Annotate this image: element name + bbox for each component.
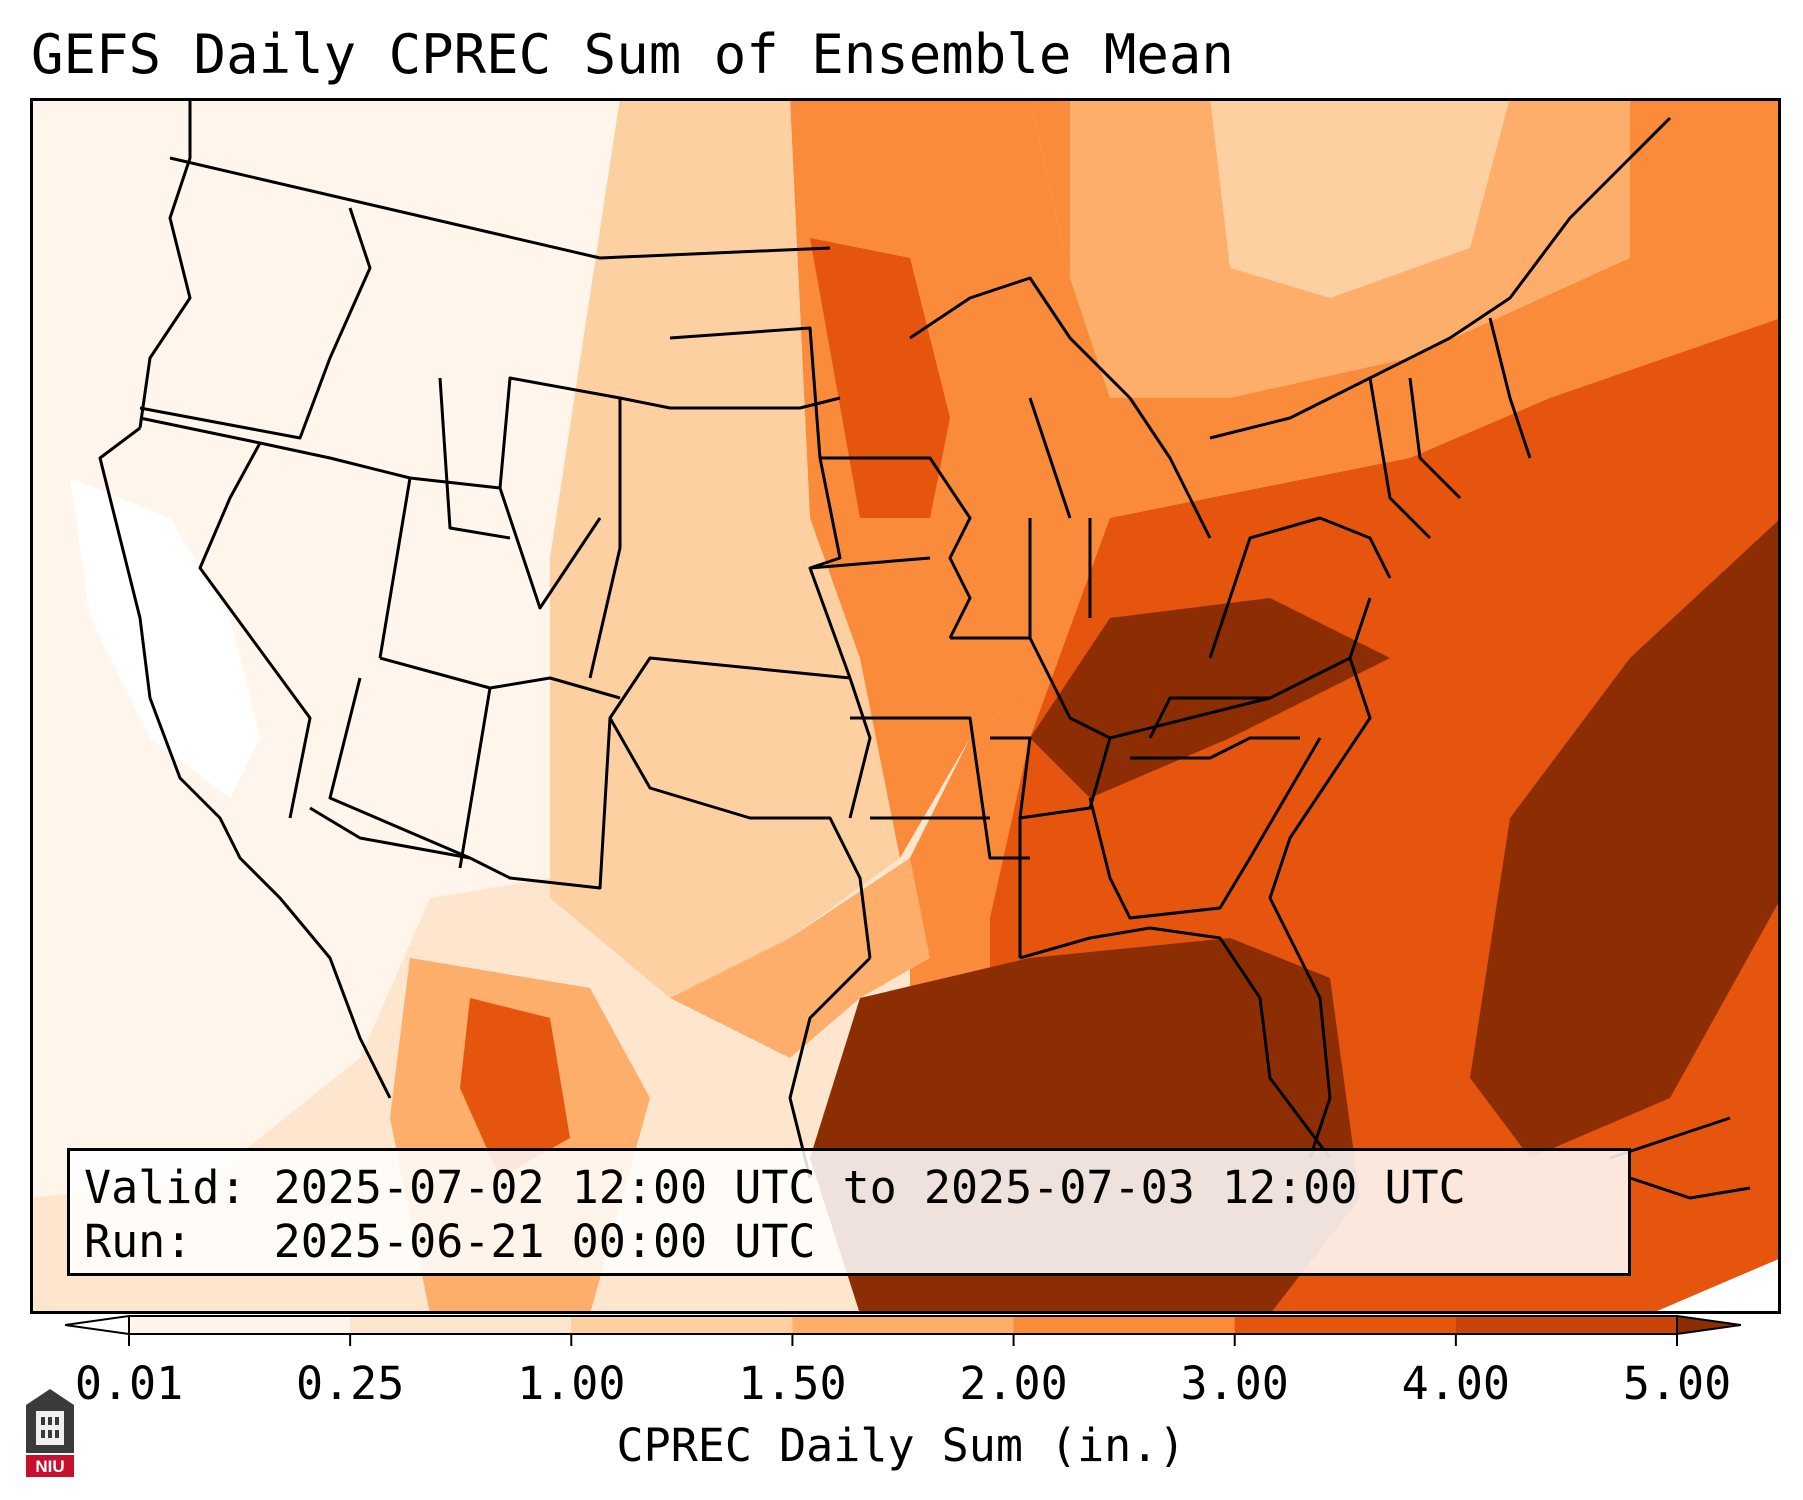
colorbar-over-extension <box>1676 1314 1741 1336</box>
colorbar-segment <box>571 1316 793 1334</box>
colorbar-segment <box>1455 1316 1678 1334</box>
colorbar-tick-label: 1.00 <box>517 1357 626 1410</box>
colorbar-tick-label: 3.00 <box>1180 1357 1289 1410</box>
logo-building <box>36 1411 64 1445</box>
mexico-heavy-region <box>460 998 570 1178</box>
colorbar-tick-label: 5.00 <box>1622 1357 1732 1410</box>
logo-band <box>26 1455 74 1477</box>
colorbar-segment <box>350 1316 572 1334</box>
chart-title: GEFS Daily CPREC Sum of Ensemble Mean <box>31 23 1234 86</box>
projection-edge <box>1650 1258 1781 1314</box>
no-precip-coast <box>70 478 260 798</box>
colorbar-tick-label: 4.00 <box>1401 1357 1511 1410</box>
valid-label: Valid: <box>84 1161 247 1214</box>
canada-light-region <box>1210 98 1510 298</box>
boundary-lines <box>98 98 1751 1200</box>
colorbar-tick-label: 1.50 <box>738 1357 847 1410</box>
niu-logo: NIU <box>26 1389 74 1477</box>
run-line: Run: 2025-06-21 00:00 UTC <box>84 1215 1614 1269</box>
colorbar-segment <box>1013 1316 1236 1334</box>
colorbar-segment <box>1234 1316 1457 1334</box>
colorbar-segment <box>129 1316 351 1334</box>
colorbar <box>65 1314 1741 1346</box>
precipitation-map <box>30 98 1781 1314</box>
map-frame <box>30 98 1781 1314</box>
valid-value: 2025-07-02 12:00 UTC to 2025-07-03 12:00… <box>273 1161 1466 1214</box>
colorbar-tick-label: 0.25 <box>295 1357 405 1410</box>
moderate-precip-region <box>550 98 900 998</box>
colorbar-label: CPREC Daily Sum (in.) <box>616 1419 1186 1472</box>
colorbar-segment <box>792 1316 1015 1334</box>
logo-text: NIU <box>35 1457 64 1476</box>
north-central-shading <box>810 238 950 518</box>
colorbar-tick-label: 2.00 <box>959 1357 1068 1410</box>
atlantic-max-band <box>1470 518 1781 1158</box>
colorbar-tick-label: 0.01 <box>74 1357 184 1410</box>
dry-west-region <box>30 98 620 1198</box>
colorbar-under-extension <box>65 1314 130 1336</box>
colorbar-frame <box>128 1315 1678 1335</box>
run-label: Run: <box>84 1215 193 1268</box>
valid-line: Valid: 2025-07-02 12:00 UTC to 2025-07-0… <box>84 1161 1614 1215</box>
validity-info-box: Valid: 2025-07-02 12:00 UTC to 2025-07-0… <box>67 1148 1631 1276</box>
run-value: 2025-06-21 00:00 UTC <box>273 1215 816 1268</box>
